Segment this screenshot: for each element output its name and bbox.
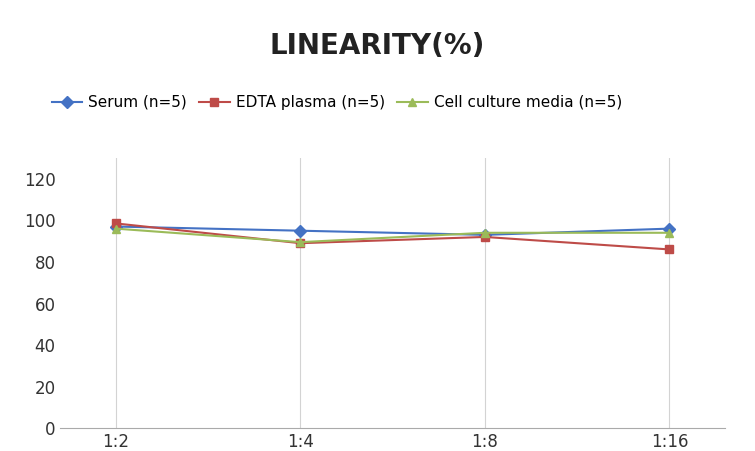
Cell culture media (n=5) xyxy=(296,239,305,245)
EDTA plasma (n=5) xyxy=(111,221,120,226)
Line: Serum (n=5): Serum (n=5) xyxy=(112,222,673,239)
Serum (n=5) xyxy=(111,224,120,229)
Serum (n=5) xyxy=(296,228,305,234)
EDTA plasma (n=5) xyxy=(296,240,305,246)
Legend: Serum (n=5), EDTA plasma (n=5), Cell culture media (n=5): Serum (n=5), EDTA plasma (n=5), Cell cul… xyxy=(45,89,628,116)
Line: Cell culture media (n=5): Cell culture media (n=5) xyxy=(112,225,673,246)
Line: EDTA plasma (n=5): EDTA plasma (n=5) xyxy=(112,219,673,253)
Cell culture media (n=5) xyxy=(480,230,489,235)
Cell culture media (n=5) xyxy=(665,230,674,235)
EDTA plasma (n=5) xyxy=(665,247,674,252)
Serum (n=5) xyxy=(665,226,674,231)
EDTA plasma (n=5) xyxy=(480,234,489,239)
Text: LINEARITY(%): LINEARITY(%) xyxy=(270,32,485,60)
Cell culture media (n=5) xyxy=(111,226,120,231)
Serum (n=5) xyxy=(480,232,489,238)
